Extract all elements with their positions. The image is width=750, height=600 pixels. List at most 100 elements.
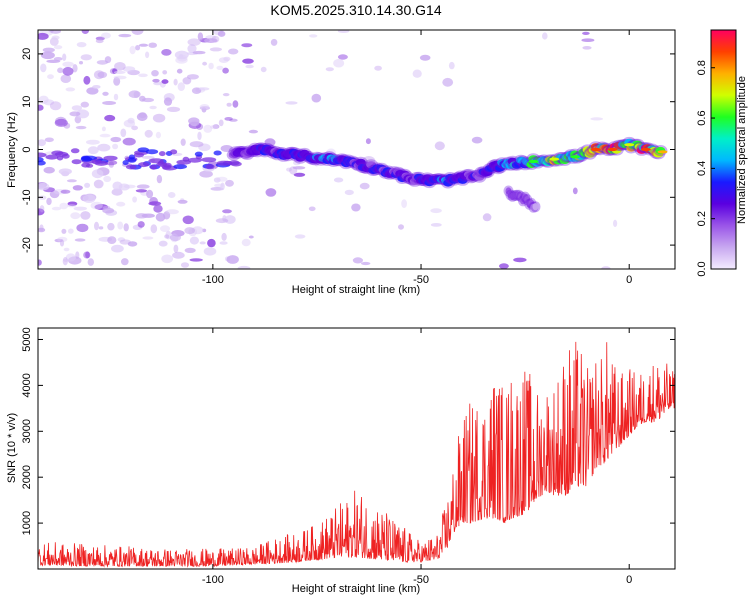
noise-blob xyxy=(62,53,67,61)
noise-blob xyxy=(199,104,210,110)
noise-blob xyxy=(103,175,112,183)
y-tick-label: 4000 xyxy=(21,373,33,397)
noise-blob xyxy=(39,224,44,232)
noise-blob xyxy=(361,261,371,266)
noise-blob xyxy=(153,81,163,86)
noise-blob xyxy=(138,43,149,47)
noise-blob xyxy=(58,168,72,175)
noise-band-blob xyxy=(216,160,233,166)
colorbar-tick-label: 0.0 xyxy=(696,261,708,276)
noise-blob xyxy=(311,93,322,103)
noise-blob xyxy=(203,247,217,256)
noise-blob xyxy=(169,234,181,242)
noise-blob xyxy=(43,99,55,106)
ridge-core xyxy=(640,147,651,152)
noise-blob xyxy=(173,78,178,86)
noise-blob xyxy=(76,223,89,233)
noise-blob xyxy=(180,262,190,268)
noise-blob xyxy=(62,61,74,67)
noise-blob xyxy=(39,205,45,213)
noise-blob xyxy=(430,208,442,214)
noise-blob xyxy=(99,133,111,138)
noise-blob xyxy=(184,247,196,253)
y-tick-label: 3000 xyxy=(21,419,33,443)
noise-blob xyxy=(76,109,90,119)
noise-blob xyxy=(245,64,254,69)
noise-band-blob xyxy=(91,159,102,165)
noise-blob xyxy=(49,101,62,111)
noise-band-blob xyxy=(71,159,82,165)
snr-panel: -100 -50 0 1000 2000 3000 4000 5000 Height of … xyxy=(6,327,676,595)
noise-blob xyxy=(208,62,214,70)
noise-blob xyxy=(184,227,195,235)
noise-blob xyxy=(72,64,78,73)
colorbar-tick-label: 0.6 xyxy=(696,110,708,125)
noise-blob xyxy=(207,238,216,248)
noise-blob xyxy=(38,227,46,233)
noise-blob xyxy=(165,209,179,215)
noise-blob xyxy=(216,65,224,70)
noise-blob xyxy=(93,179,104,189)
noise-blob xyxy=(150,224,158,234)
noise-blob xyxy=(232,100,239,108)
snr-x-ticks: -100 -50 0 xyxy=(202,328,632,586)
noise-blob xyxy=(112,181,123,191)
noise-blob xyxy=(224,117,233,121)
noise-blob xyxy=(142,236,154,240)
noise-blob xyxy=(104,114,116,122)
noise-blob xyxy=(71,105,83,111)
noise-blob xyxy=(110,136,122,143)
noise-blob xyxy=(141,155,155,159)
colorbar: 0.0 0.2 0.4 0.6 0.8 Normalized spectral ampl… xyxy=(696,29,748,277)
noise-blob xyxy=(286,167,292,172)
noise-blob xyxy=(138,112,147,119)
noise-band-blob xyxy=(122,160,129,166)
noise-blob xyxy=(401,199,407,209)
y-tick-label: 5000 xyxy=(21,327,33,351)
noise-blob xyxy=(155,212,166,222)
noise-blob xyxy=(161,254,174,264)
noise-blob xyxy=(226,255,239,264)
noise-blob xyxy=(222,209,232,214)
noise-blob xyxy=(94,221,99,231)
noise-blob xyxy=(289,166,298,175)
noise-blob xyxy=(59,239,65,247)
noise-blob xyxy=(67,228,74,234)
noise-blob xyxy=(122,137,136,146)
noise-blob xyxy=(120,128,127,138)
noise-band-blob xyxy=(138,162,150,168)
noise-band-blob xyxy=(125,164,137,170)
noise-blob xyxy=(50,30,61,34)
noise-blob xyxy=(365,138,371,145)
noise-blob xyxy=(242,58,254,64)
snr-y-ticks: 1000 2000 3000 4000 5000 xyxy=(21,327,675,535)
noise-blob xyxy=(119,239,132,245)
noise-blob xyxy=(187,38,201,46)
noise-blob xyxy=(285,101,298,105)
noise-blob xyxy=(590,117,603,121)
noise-blob xyxy=(499,263,509,269)
noise-blob xyxy=(107,236,117,245)
noise-blob xyxy=(203,124,213,133)
noise-blob xyxy=(38,259,42,266)
noise-blob xyxy=(80,54,93,61)
noise-blob xyxy=(60,74,72,83)
noise-blob xyxy=(182,215,194,225)
noise-blob xyxy=(80,101,90,108)
noise-blob xyxy=(199,170,213,178)
noise-blob xyxy=(248,129,258,134)
noise-blob xyxy=(51,206,62,211)
noise-blob xyxy=(83,75,91,85)
noise-blob xyxy=(116,201,126,207)
noise-blob xyxy=(153,204,163,213)
noise-blob xyxy=(333,177,344,183)
noise-blob xyxy=(114,62,126,71)
y-tick-label: 2000 xyxy=(21,465,33,489)
noise-blob xyxy=(51,35,60,40)
noise-blob xyxy=(471,136,483,144)
noise-blob xyxy=(57,67,64,74)
noise-blob xyxy=(46,197,52,206)
snr-series-line xyxy=(38,341,675,568)
noise-blob xyxy=(152,78,160,83)
